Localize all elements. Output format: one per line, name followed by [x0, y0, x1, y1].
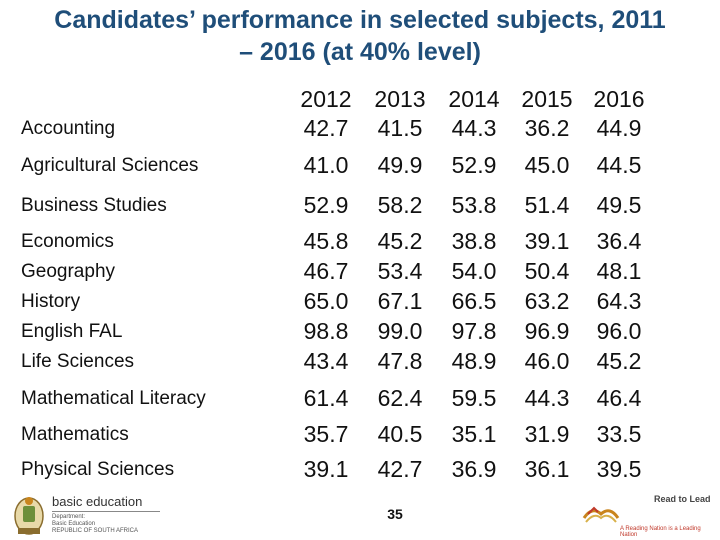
value-cell: 46.4: [596, 385, 642, 411]
value-cell: 51.4: [524, 192, 570, 218]
subject-label: Physical Sciences: [21, 459, 175, 480]
subject-label: Life Sciences: [21, 351, 135, 372]
value-cell: 48.9: [451, 348, 497, 374]
subject-label: Accounting: [21, 118, 116, 139]
subject-label: Mathematical Literacy: [21, 388, 206, 409]
value-cell: 66.5: [451, 288, 497, 314]
year-header: 2016: [593, 86, 645, 112]
value-cell: 98.8: [303, 318, 349, 344]
title-line-2: – 2016 (at 40% level): [239, 38, 481, 66]
value-cell: 45.0: [524, 152, 570, 178]
value-cell: 53.4: [377, 258, 423, 284]
value-cell: 59.5: [451, 385, 497, 411]
value-cell: 96.0: [596, 318, 642, 344]
value-cell: 42.7: [303, 115, 349, 141]
value-cell: 44.3: [451, 115, 497, 141]
value-cell: 39.5: [596, 456, 642, 482]
subject-label: Economics: [21, 231, 114, 252]
subject-label: History: [21, 291, 81, 312]
value-cell: 61.4: [303, 385, 349, 411]
logo-divider: [52, 511, 160, 512]
value-cell: 41.5: [377, 115, 423, 141]
subject-label: Mathematics: [21, 424, 129, 445]
value-cell: 44.3: [524, 385, 570, 411]
subject-label: English FAL: [21, 321, 123, 342]
logo-line-1: Department:: [52, 514, 86, 520]
value-cell: 99.0: [377, 318, 423, 344]
value-cell: 62.4: [377, 385, 423, 411]
value-cell: 53.8: [451, 192, 497, 218]
year-header: 2013: [374, 86, 426, 112]
value-cell: 35.1: [451, 421, 497, 447]
basic-education-logo: basic education Department: Basic Educat…: [8, 490, 188, 540]
page-number: 35: [387, 506, 403, 522]
subject-label: Agricultural Sciences: [21, 155, 199, 176]
value-cell: 44.9: [596, 115, 642, 141]
logo-line-3: REPUBLIC OF SOUTH AFRICA: [52, 528, 139, 534]
value-cell: 36.2: [524, 115, 570, 141]
value-cell: 36.1: [524, 456, 570, 482]
value-cell: 31.9: [524, 421, 570, 447]
value-cell: 45.8: [303, 228, 349, 254]
read-to-lead-title: Read to Lead: [654, 494, 711, 504]
value-cell: 96.9: [524, 318, 570, 344]
slide-title: Candidates’ performance in selected subj…: [0, 4, 720, 68]
value-cell: 41.0: [303, 152, 349, 178]
value-cell: 39.1: [303, 456, 349, 482]
value-cell: 49.9: [377, 152, 423, 178]
logo-line-2: Basic Education: [52, 521, 96, 527]
year-header: 2014: [448, 86, 500, 112]
value-cell: 38.8: [451, 228, 497, 254]
title-line-1: Candidates’ performance in selected subj…: [54, 6, 666, 34]
value-cell: 45.2: [377, 228, 423, 254]
value-cell: 44.5: [596, 152, 642, 178]
year-header: 2015: [521, 86, 573, 112]
value-cell: 52.9: [451, 152, 497, 178]
value-cell: 46.7: [303, 258, 349, 284]
value-cell: 64.3: [596, 288, 642, 314]
value-cell: 67.1: [377, 288, 423, 314]
open-book-icon: [582, 506, 620, 523]
read-to-lead-logo: Read to Lead A Reading Nation is a Leadi…: [580, 492, 718, 538]
value-cell: 43.4: [303, 348, 349, 374]
value-cell: 33.5: [596, 421, 642, 447]
value-cell: 35.7: [303, 421, 349, 447]
value-cell: 47.8: [377, 348, 423, 374]
value-cell: 97.8: [451, 318, 497, 344]
value-cell: 63.2: [524, 288, 570, 314]
value-cell: 50.4: [524, 258, 570, 284]
value-cell: 46.0: [524, 348, 570, 374]
value-cell: 52.9: [303, 192, 349, 218]
value-cell: 54.0: [451, 258, 497, 284]
subject-label: Business Studies: [21, 195, 167, 216]
logo-name: basic education: [52, 494, 143, 509]
footer: basic education Department: Basic Educat…: [0, 490, 720, 540]
results-table: 2012 2013 2014 2015 2016 Accounting 42.7 41.5 44…: [14, 80, 704, 490]
value-cell: 39.1: [524, 228, 570, 254]
value-cell: 36.9: [451, 456, 497, 482]
year-header: 2012: [300, 86, 352, 112]
value-cell: 36.4: [596, 228, 642, 254]
value-cell: 45.2: [596, 348, 642, 374]
coat-of-arms-icon: [14, 497, 44, 535]
value-cell: 65.0: [303, 288, 349, 314]
value-cell: 42.7: [377, 456, 423, 482]
read-to-lead-tagline: A Reading Nation is a Leading Nation: [620, 526, 701, 538]
value-cell: 48.1: [596, 258, 642, 284]
value-cell: 40.5: [377, 421, 423, 447]
value-cell: 58.2: [377, 192, 423, 218]
subject-label: Geography: [21, 261, 116, 282]
value-cell: 49.5: [596, 192, 642, 218]
